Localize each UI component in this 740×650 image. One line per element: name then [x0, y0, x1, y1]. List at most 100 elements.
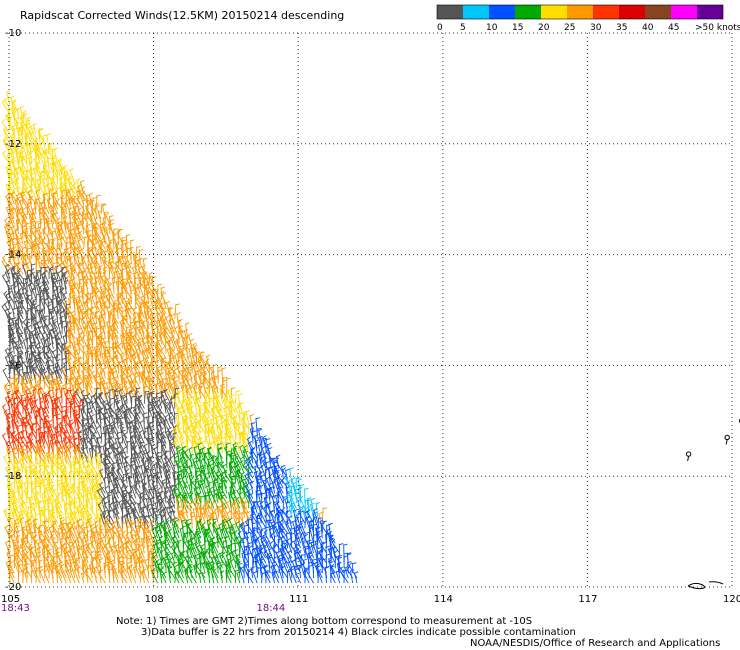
- wind-barb: [36, 277, 42, 294]
- wind-barb: [88, 199, 98, 215]
- wind-barb: [138, 313, 143, 329]
- wind-barb: [63, 182, 72, 195]
- wind-barb: [50, 373, 59, 389]
- wind-barb: [110, 422, 119, 439]
- wind-barb: [72, 447, 80, 464]
- wind-barb: [223, 406, 228, 419]
- wind-barb: [232, 442, 241, 459]
- wind-barb: [55, 364, 63, 379]
- wind-barb: [17, 312, 24, 329]
- wind-barb: [90, 199, 95, 215]
- wind-barb: [171, 365, 176, 379]
- wind-barb: [69, 213, 74, 230]
- wind-barb: [166, 376, 171, 389]
- wind-barb: [63, 270, 68, 285]
- legend-swatch: [645, 5, 671, 19]
- wind-barb: [44, 315, 50, 329]
- wind-barb: [131, 323, 141, 340]
- wind-barb: [25, 295, 33, 310]
- wind-barb: [121, 309, 127, 324]
- wind-barb: [178, 427, 184, 444]
- wind-barb: [24, 402, 33, 419]
- wind-barb: [193, 532, 198, 549]
- wind-barb: [5, 90, 11, 105]
- wind-barb: [169, 443, 174, 459]
- wind-barb: [38, 231, 46, 245]
- wind-barb: [194, 397, 200, 414]
- wind-barb: [29, 424, 37, 439]
- wind-barb: [61, 357, 67, 369]
- wind-barb: [132, 407, 141, 424]
- wind-barb: [15, 218, 21, 235]
- wind-barb: [41, 279, 50, 295]
- wind-barb: [6, 426, 11, 444]
- credit-line: NOAA/NESDIS/Office of Research and Appli…: [470, 638, 721, 649]
- wind-barb: [31, 220, 36, 235]
- wind-barb: [10, 216, 15, 230]
- wind-barb: [97, 271, 102, 285]
- wind-barb: [63, 279, 69, 294]
- wind-barb: [9, 173, 15, 190]
- wind-barb: [211, 397, 219, 414]
- wind-barb: [110, 324, 115, 339]
- wind-barb: [138, 430, 145, 444]
- wind-barb: [62, 436, 68, 449]
- wind-barb: [163, 398, 168, 414]
- wind-barb: [95, 363, 100, 379]
- wind-barb: [114, 436, 119, 449]
- wind-barb: [201, 370, 207, 384]
- wind-barb: [107, 334, 112, 349]
- wind-barb: [121, 262, 127, 280]
- wind-barb: [65, 344, 72, 359]
- wind-barb: [130, 321, 135, 334]
- wind-barb: [133, 290, 141, 305]
- wind-barb: [106, 348, 115, 364]
- wind-barb: [107, 438, 115, 454]
- wind-barb: [135, 362, 141, 374]
- wind-barb: [42, 162, 50, 175]
- wind-barb: [43, 406, 50, 419]
- wind-barb: [141, 372, 146, 384]
- wind-barb: [11, 392, 16, 404]
- wind-barb: [72, 181, 80, 195]
- wind-barb: [88, 329, 93, 344]
- wind-barb: [78, 443, 83, 459]
- wind-barb: [75, 377, 80, 394]
- wind-barb: [29, 224, 34, 240]
- wind-barb: [36, 270, 41, 285]
- wind-barb: [120, 333, 125, 349]
- wind-barb: [65, 264, 72, 280]
- wind-barb: [188, 346, 193, 364]
- wind-barb: [13, 179, 20, 195]
- wind-barb: [138, 395, 145, 409]
- wind-barb: [39, 266, 46, 280]
- wind-barbs: [1, 90, 359, 584]
- wind-barb: [42, 274, 50, 290]
- wind-barb: [83, 301, 89, 315]
- wind-barb: [157, 433, 163, 449]
- wind-barb: [27, 376, 33, 389]
- wind-barb: [172, 432, 177, 449]
- wind-barb: [11, 336, 17, 354]
- wind-barb: [100, 337, 106, 354]
- legend-label: 30: [590, 23, 602, 33]
- wind-barb: [117, 228, 122, 245]
- wind-barb: [165, 315, 171, 329]
- wind-barb: [134, 412, 141, 429]
- wind-barb: [35, 447, 46, 464]
- wind-barb: [92, 223, 102, 240]
- wind-barb: [156, 441, 161, 454]
- wind-barb: [1, 403, 11, 419]
- wind-barb: [126, 307, 132, 324]
- wind-barb: [65, 303, 71, 319]
- wind-barb: [144, 313, 150, 329]
- wind-barb: [16, 159, 24, 175]
- wind-barb: [9, 359, 15, 374]
- wind-barb: [19, 148, 28, 165]
- wind-barb: [17, 282, 23, 294]
- wind-barb: [76, 184, 85, 200]
- wind-barb: [86, 373, 93, 389]
- wind-barb: [30, 131, 37, 145]
- wind-barb: [39, 400, 46, 414]
